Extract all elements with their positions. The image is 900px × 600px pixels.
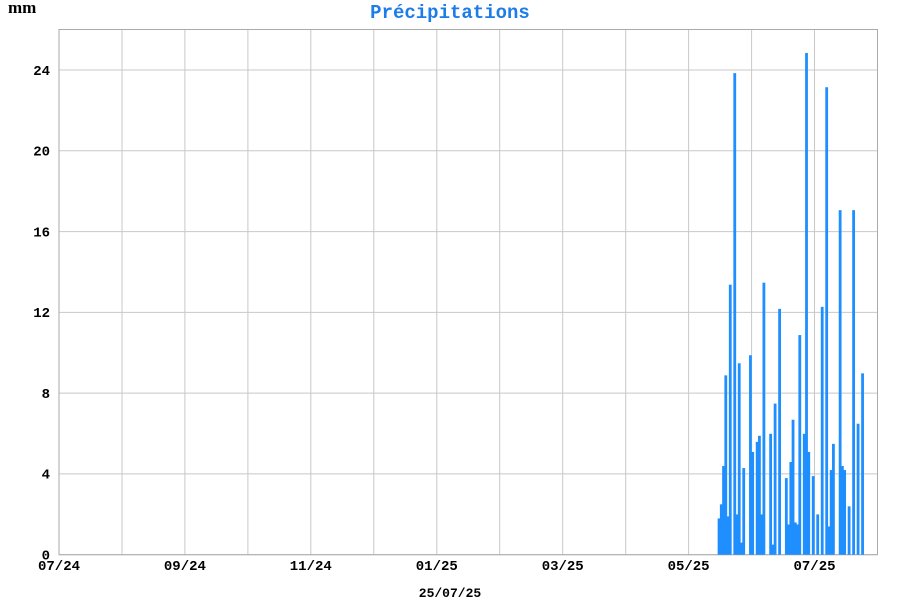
svg-text:20: 20	[33, 145, 50, 161]
svg-text:4: 4	[42, 468, 50, 484]
svg-text:16: 16	[33, 225, 50, 241]
svg-text:8: 8	[42, 387, 50, 403]
svg-text:05/25: 05/25	[668, 559, 710, 575]
svg-text:01/25: 01/25	[416, 559, 458, 575]
svg-text:03/25: 03/25	[542, 559, 584, 575]
svg-text:12: 12	[33, 306, 50, 322]
svg-text:11/24: 11/24	[290, 559, 332, 575]
svg-text:24: 24	[33, 64, 50, 80]
svg-text:07/24: 07/24	[38, 559, 80, 575]
svg-text:07/25: 07/25	[793, 559, 835, 575]
svg-text:09/24: 09/24	[164, 559, 206, 575]
